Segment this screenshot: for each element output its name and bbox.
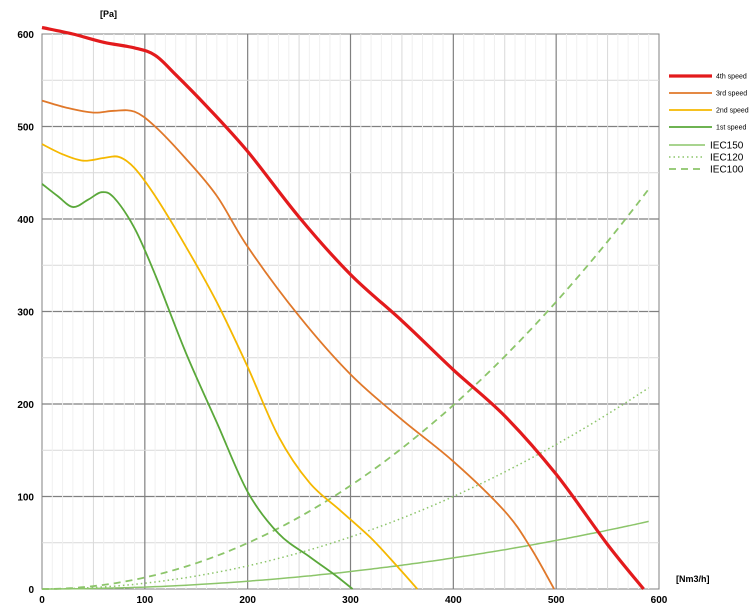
grid [42,34,659,589]
y-tick-label: 300 [17,308,34,319]
x-tick-label: 0 [39,595,45,606]
legend-label: 4th speed [716,74,747,81]
legend-label: 2nd speed [716,108,749,115]
series-line-2nd-speed [41,143,418,590]
series-line-4th-speed [41,25,645,591]
series-line-1st-speed [41,183,354,590]
y-tick-label: 100 [17,493,34,504]
y-tick-label: 600 [17,30,34,41]
y-tick-label: 200 [17,400,34,411]
y-tick-label: 500 [17,123,34,134]
series-line-iec100 [41,188,650,590]
x-tick-label: 200 [239,595,256,606]
series-lines [41,25,650,591]
x-tick-label: 600 [651,595,668,606]
x-tick-label: 300 [342,595,359,606]
y-tick-label: 0 [28,585,34,596]
legend-label: 3rd speed [716,91,747,98]
series-line-iec150 [42,520,649,590]
legend-label: IEC150 [710,141,744,152]
x-tick-label: 400 [445,595,462,606]
y-axis-label: [Pa] [100,9,117,19]
series-line-3rd-speed [41,99,555,590]
legend-label: 1st speed [716,125,746,132]
x-axis-label: [Nm3/h] [676,574,710,584]
legend-label: IEC100 [710,165,744,176]
x-tick-label: 100 [136,595,153,606]
legend-label: IEC120 [710,153,744,164]
tick-labels: 0 100 200 300 400 500 600 0 100 200 300 400 500 600 [17,30,667,606]
x-tick-label: 500 [548,595,565,606]
legend: 4th speed 3rd speed 2nd speed 1st speed IEC1… [669,74,749,176]
y-tick-label: 400 [17,215,34,226]
